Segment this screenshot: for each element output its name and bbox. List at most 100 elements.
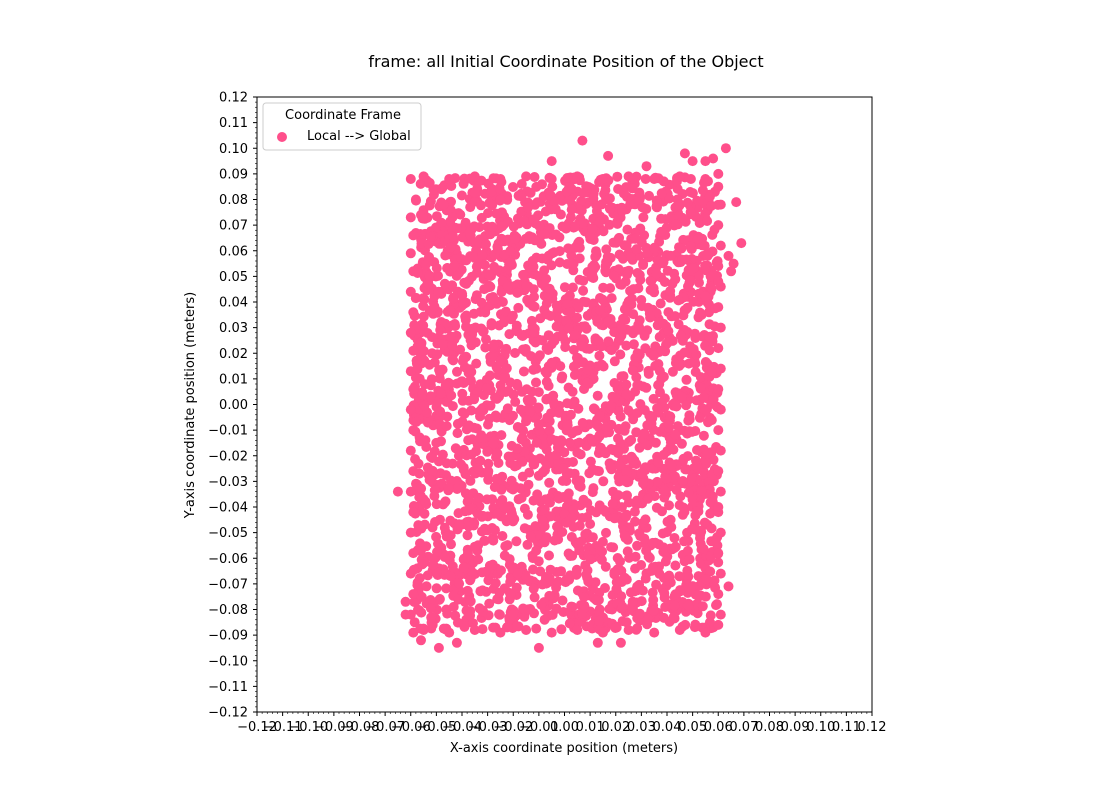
scatter-point xyxy=(626,252,636,263)
scatter-point xyxy=(631,244,642,255)
scatter-point xyxy=(674,571,685,582)
scatter-point xyxy=(601,527,611,538)
scatter-point xyxy=(576,341,587,352)
scatter-point xyxy=(601,244,612,255)
scatter-point xyxy=(569,370,580,380)
scatter-point xyxy=(664,500,674,511)
scatter-point xyxy=(459,408,470,419)
y-tick-label: −0.09 xyxy=(208,629,248,644)
scatter-point xyxy=(677,391,688,402)
scatter-point xyxy=(615,556,625,567)
scatter-point xyxy=(680,464,691,475)
scatter-point xyxy=(615,637,626,648)
scatter-point xyxy=(435,406,446,417)
scatter-point xyxy=(521,625,532,635)
scatter-point xyxy=(681,400,692,411)
scatter-point xyxy=(405,568,416,579)
scatter-point xyxy=(553,493,564,504)
scatter-point xyxy=(479,535,490,546)
scatter-point xyxy=(405,445,416,456)
scatter-point xyxy=(683,487,694,498)
scatter-point xyxy=(679,507,690,517)
scatter-point xyxy=(647,537,658,548)
scatter-point xyxy=(561,574,572,584)
scatter-point xyxy=(629,506,640,517)
scatter-point xyxy=(697,185,708,196)
scatter-point xyxy=(689,328,700,339)
scatter-point xyxy=(609,392,620,403)
scatter-point xyxy=(693,270,704,281)
scatter-point xyxy=(657,528,668,539)
scatter-point xyxy=(492,363,503,374)
scatter-point xyxy=(488,535,499,546)
scatter-point xyxy=(490,578,501,589)
scatter-point xyxy=(546,627,557,638)
scatter-point xyxy=(630,551,641,562)
chart-title: frame: all Initial Coordinate Position o… xyxy=(368,52,763,71)
scatter-point xyxy=(534,350,545,361)
scatter-point xyxy=(640,573,651,584)
scatter-point xyxy=(419,355,430,366)
scatter-point xyxy=(516,179,527,189)
scatter-point xyxy=(463,275,474,286)
x-axis-label: X-axis coordinate position (meters) xyxy=(450,741,678,756)
scatter-point xyxy=(481,383,492,394)
scatter-point xyxy=(581,569,592,580)
scatter-point xyxy=(418,301,429,311)
y-tick-label: 0.11 xyxy=(219,116,248,131)
scatter-point xyxy=(545,564,556,575)
scatter-point xyxy=(705,508,716,519)
scatter-point xyxy=(508,182,518,192)
scatter-point xyxy=(577,418,588,428)
scatter-point xyxy=(604,203,615,214)
scatter-point xyxy=(489,294,500,305)
scatter-point xyxy=(469,221,480,232)
scatter-point xyxy=(453,508,464,519)
scatter-point xyxy=(669,600,680,611)
scatter-point xyxy=(586,434,597,445)
scatter-point xyxy=(568,344,579,355)
scatter-point xyxy=(531,623,542,634)
scatter-point xyxy=(591,595,602,606)
scatter-point xyxy=(411,416,422,427)
scatter-point xyxy=(670,560,681,571)
scatter-point xyxy=(597,294,608,305)
scatter-point xyxy=(444,304,455,315)
scatter-point xyxy=(551,300,562,311)
scatter-point xyxy=(567,428,578,439)
scatter-point xyxy=(655,387,665,398)
scatter-point xyxy=(539,504,550,515)
scatter-point xyxy=(688,344,699,355)
scatter-point xyxy=(531,437,542,448)
scatter-point xyxy=(692,506,703,517)
scatter-point xyxy=(587,532,598,543)
scatter-point xyxy=(635,608,645,619)
scatter-point xyxy=(655,298,666,309)
scatter-point xyxy=(579,592,589,602)
scatter-point xyxy=(486,186,497,197)
scatter-point xyxy=(424,252,434,262)
scatter-point xyxy=(608,270,619,281)
scatter-point xyxy=(713,466,724,477)
x-tick-label: −0.11 xyxy=(263,720,303,735)
scatter-point xyxy=(622,546,633,557)
scatter-point xyxy=(546,357,557,368)
scatter-point xyxy=(419,508,430,519)
scatter-point xyxy=(626,435,637,445)
scatter-point xyxy=(572,447,583,458)
scatter-point xyxy=(715,568,726,579)
scatter-point xyxy=(462,585,473,596)
scatter-point xyxy=(713,276,724,287)
scatter-point xyxy=(421,581,432,592)
y-tick-label: 0.04 xyxy=(219,296,248,311)
legend: Coordinate Frame Local --> Global xyxy=(262,102,422,151)
scatter-point xyxy=(437,449,448,460)
scatter-point xyxy=(640,514,651,525)
scatter-point xyxy=(512,422,523,432)
scatter-point xyxy=(598,282,609,293)
scatter-point xyxy=(408,345,419,356)
scatter-point xyxy=(670,311,681,322)
scatter-point xyxy=(508,221,519,232)
scatter-point xyxy=(522,202,533,213)
scatter-point xyxy=(495,194,506,205)
